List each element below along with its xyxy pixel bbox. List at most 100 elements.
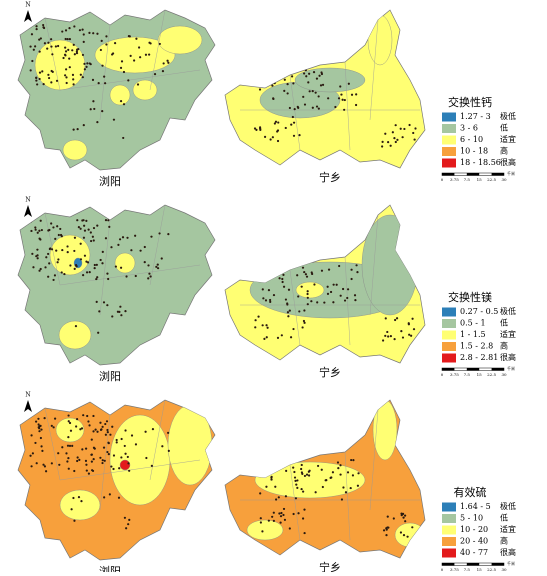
boundary [344,256,351,346]
sample-point [65,76,68,79]
sample-point [61,248,64,252]
legend-swatch [442,525,456,535]
sample-point [99,428,103,431]
sample-point [123,516,127,519]
sample-point [30,33,34,36]
sample-point [254,319,257,322]
sample-point [72,78,75,81]
class-patch [55,417,85,443]
sample-point [91,469,94,472]
sample-point [306,296,309,299]
sample-point [272,519,275,523]
scale-segment [466,173,480,176]
sample-point [30,229,33,233]
sample-point [267,459,271,462]
legend-swatch [442,330,456,340]
sample-point [92,239,95,242]
boundary [289,74,301,151]
sample-point [293,470,296,474]
sample-point [82,274,85,277]
sample-point [144,53,148,56]
sample-point [61,30,64,33]
sample-point [389,144,392,147]
sample-point [408,333,411,336]
sample-point [93,263,96,267]
sample-point [292,327,295,331]
sample-point [50,222,53,225]
legend-swatch [442,147,456,156]
sample-point [119,66,123,69]
sample-point [271,136,274,139]
sample-point [343,98,346,102]
sample-point [148,272,151,275]
sample-point [47,41,50,44]
sample-point [36,231,39,234]
legend-range: 20 - 40 [460,537,488,546]
legend-class: 极低 [500,111,516,121]
sample-point [95,263,98,266]
sample-point [292,121,296,124]
sample-point [83,254,87,257]
sample-point [167,431,170,434]
sample-point [76,459,79,463]
sample-point [81,76,84,79]
sample-point [89,231,92,234]
sample-point [293,264,296,267]
sample-point [92,458,95,461]
sample-point [106,428,109,432]
sample-point [134,234,137,237]
sample-point [296,274,299,277]
sample-point [305,75,308,78]
sample-point [280,334,283,337]
sample-point [267,74,270,77]
north-label: N [25,197,30,204]
boundary [44,407,61,481]
sample-point [316,464,320,468]
sample-point [32,266,35,269]
legend-class: 高 [500,341,508,351]
sample-point [272,293,276,297]
sample-point [268,276,271,279]
sample-point [118,310,121,313]
sample-point [286,265,290,268]
sample-point [129,54,132,57]
scale-unit: 千米 [507,170,515,176]
sample-point [103,496,106,499]
sample-point [90,453,93,456]
sample-point [275,498,278,501]
legend-class: 适宜 [500,524,516,534]
sample-point [381,140,384,143]
sample-point [120,437,123,441]
sample-point [354,103,358,107]
sample-point [38,427,41,430]
sample-point [35,25,38,28]
sample-point [105,35,108,38]
sample-point [30,434,33,437]
sample-point [393,338,396,341]
sample-point [56,261,59,264]
sample-point [67,420,70,423]
sample-point [314,491,317,494]
sample-point [278,512,281,515]
sample-point [83,224,86,227]
sample-point [29,45,32,48]
legend-class: 很高 [500,157,516,167]
sample-point [50,462,53,465]
sample-point [82,414,85,417]
sample-point [52,226,55,229]
legend-range: 18 - 18.56 [460,158,501,167]
sample-point [71,49,74,52]
sample-point [124,310,127,313]
sample-point [290,75,294,78]
sample-point [292,512,295,516]
sample-point [280,511,283,515]
north-label: N [25,2,30,9]
scale-label: 0 [441,567,444,572]
sample-point [339,473,342,476]
sample-point [271,515,274,518]
sample-point [45,256,48,259]
sample-points [30,219,417,343]
sample-point [115,438,118,442]
sample-point [112,467,115,471]
sample-point [70,508,73,511]
